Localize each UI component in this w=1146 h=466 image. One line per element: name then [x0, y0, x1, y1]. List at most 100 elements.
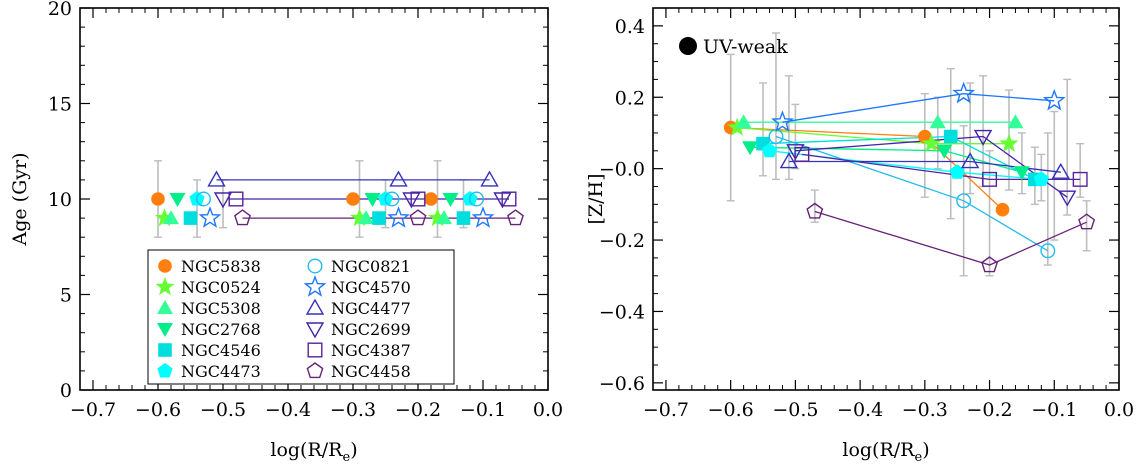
- data-point: [1042, 88, 1066, 111]
- legend-label: NGC4387: [331, 341, 411, 360]
- data-point: [387, 206, 410, 228]
- data-point: [761, 142, 778, 158]
- series-line: [775, 135, 1049, 252]
- x-tick-label: −0.3: [330, 399, 376, 421]
- data-point: [943, 129, 958, 144]
- data-point: [1078, 213, 1096, 230]
- x-tick-label: −0.4: [265, 399, 311, 421]
- x-tick-label: −0.3: [902, 399, 948, 421]
- x-tick-label: −0.5: [772, 399, 818, 421]
- data-point: [195, 191, 211, 207]
- y-tick-label: −0.6: [599, 373, 645, 395]
- legend-marker: [303, 275, 327, 297]
- data-point: [921, 133, 941, 152]
- uv-weak-marker: [679, 37, 697, 55]
- data-point: [349, 208, 370, 227]
- age-panel: −0.7 −0.6 −0.5 −0.4 −0.3 −0.2 −0.1 0.005101520 …: [9, 0, 563, 465]
- data-point: [982, 171, 998, 187]
- legend-label: NGC4477: [331, 299, 411, 318]
- data-point: [154, 208, 175, 227]
- x-tick-label: 0.0: [533, 399, 563, 421]
- data-point: [427, 208, 448, 227]
- series-line: [814, 210, 1087, 266]
- data-point: [471, 206, 495, 228]
- y-tick-label: 20: [48, 0, 72, 20]
- data-point: [999, 133, 1019, 152]
- data-point: [410, 191, 426, 207]
- legend-label: NGC4458: [331, 362, 411, 381]
- legend-box: [147, 249, 455, 385]
- data-point: [956, 193, 972, 209]
- x-tick-label: 0.0: [1104, 399, 1134, 421]
- legend-marker: [155, 277, 175, 296]
- data-point: [424, 192, 438, 206]
- legend-marker: [305, 322, 325, 339]
- legend-marker: [157, 300, 173, 314]
- data-point: [456, 211, 471, 225]
- legend-label: NGC4546: [181, 341, 261, 360]
- legend-marker: [305, 298, 325, 315]
- data-point: [1033, 171, 1049, 186]
- data-point: [949, 164, 965, 179]
- data-point: [436, 210, 452, 225]
- data-point: [995, 202, 1010, 217]
- y-tick-label: −0.2: [599, 230, 645, 252]
- data-point: [918, 129, 932, 144]
- data-point: [1013, 166, 1030, 181]
- data-point: [372, 211, 386, 225]
- x-tick-label: −0.6: [708, 399, 754, 421]
- legend-label: NGC5838: [181, 257, 261, 276]
- legend-marker: [157, 323, 173, 337]
- legend-marker: [158, 259, 172, 273]
- data-point: [936, 144, 953, 159]
- x-tick-label: −0.7: [643, 399, 689, 421]
- legend: NGC5838 NGC0524 NGC5308 NGC2768 NGC4546 NGC44…: [147, 249, 455, 385]
- y-tick-label: 0: [60, 380, 72, 402]
- x-tick-label: −0.1: [460, 399, 506, 421]
- x-tick-label: −0.2: [395, 399, 441, 421]
- age-x-axis-label: log(R/Re): [270, 439, 357, 465]
- data-point: [1072, 171, 1088, 187]
- series-line: [801, 153, 1081, 181]
- data-point: [480, 170, 499, 187]
- uv-weak-annotation: UV-weak: [703, 36, 788, 58]
- data-point: [501, 191, 517, 207]
- legend-label: NGC4570: [331, 278, 411, 297]
- data-point: [981, 256, 998, 273]
- data-point: [929, 114, 946, 129]
- x-tick-label: −0.1: [1031, 399, 1077, 421]
- data-point: [384, 191, 400, 207]
- data-point: [973, 129, 993, 146]
- zh-x-axis-label: log(R/Re): [842, 439, 929, 465]
- metallicity-panel: −0.7 −0.6 −0.5 −0.4 −0.3 −0.2 −0.1 0.0 −0.6 −0.4 −…: [585, 7, 1134, 465]
- data-point: [213, 192, 233, 209]
- y-tick-label: 0.2: [615, 87, 645, 109]
- legend-marker: [306, 362, 324, 379]
- data-point: [735, 114, 752, 129]
- x-tick-label: −0.6: [135, 399, 181, 421]
- legend-label: NGC4473: [181, 362, 261, 381]
- zh-y-axis-label: [Z/H]: [585, 174, 607, 225]
- data-point: [389, 170, 408, 187]
- legend-label: NGC0821: [331, 257, 411, 276]
- data-point: [183, 211, 198, 225]
- x-tick-label: −0.4: [837, 399, 883, 421]
- x-tick-label: −0.5: [200, 399, 246, 421]
- data-point: [409, 209, 427, 226]
- legend-label: NGC5308: [181, 299, 261, 318]
- data-point: [742, 141, 759, 156]
- data-point: [169, 193, 186, 207]
- age-y-axis-label: Age (Gyr): [9, 153, 31, 247]
- data-point: [806, 202, 824, 219]
- data-point: [1007, 114, 1024, 129]
- data-point: [198, 206, 222, 228]
- data-point: [794, 146, 810, 162]
- data-point: [228, 191, 244, 207]
- data-point: [952, 81, 976, 104]
- data-point: [1058, 190, 1077, 207]
- legend-label: NGC0524: [181, 278, 261, 297]
- data-point: [442, 193, 459, 207]
- x-tick-label: −0.2: [966, 399, 1012, 421]
- data-point: [163, 210, 179, 225]
